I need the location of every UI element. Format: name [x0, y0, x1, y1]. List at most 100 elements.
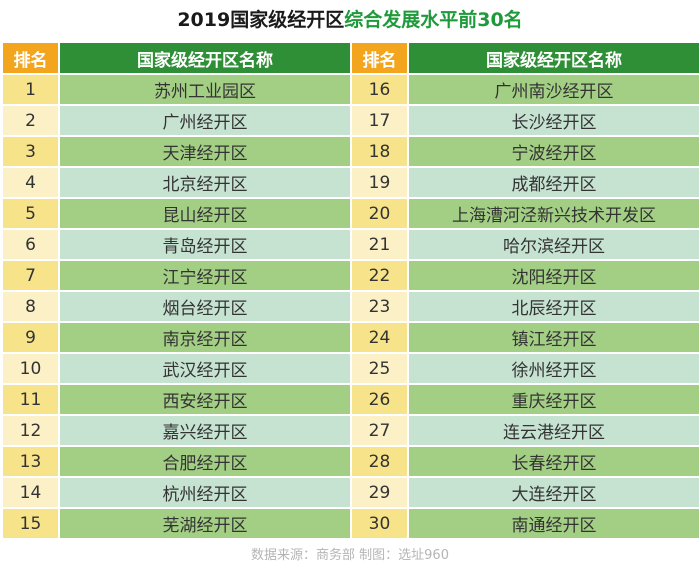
ranking-table-right: 排名 国家级经开区名称 16 广州南沙经开区 17 长沙经开区 18 宁波经开区 19 成都经…	[352, 43, 699, 540]
name-column-header: 国家级经开区名称	[60, 43, 350, 73]
rank-cell: 16	[352, 75, 407, 104]
rank-cell: 5	[3, 199, 58, 228]
zone-name-cell: 北辰经开区	[409, 292, 699, 321]
name-column-header: 国家级经开区名称	[409, 43, 699, 73]
zone-name-cell: 芜湖经开区	[60, 509, 350, 538]
zone-name-cell: 广州南沙经开区	[409, 75, 699, 104]
rank-cell: 22	[352, 261, 407, 290]
rank-cell: 23	[352, 292, 407, 321]
rank-cell: 9	[3, 323, 58, 352]
zone-name-cell: 嘉兴经开区	[60, 416, 350, 445]
table-row: 2 广州经开区	[3, 106, 350, 135]
table-row: 4 北京经开区	[3, 168, 350, 197]
rank-cell: 10	[3, 354, 58, 383]
zone-name-cell: 南通经开区	[409, 509, 699, 538]
rank-cell: 24	[352, 323, 407, 352]
table-row: 5 昆山经开区	[3, 199, 350, 228]
rank-cell: 20	[352, 199, 407, 228]
table-row: 25 徐州经开区	[352, 354, 699, 383]
zone-name-cell: 天津经开区	[60, 137, 350, 166]
rank-column-header: 排名	[3, 43, 58, 73]
table-row: 17 长沙经开区	[352, 106, 699, 135]
title-part-2: 综合发展水平前30名	[344, 9, 523, 31]
zone-name-cell: 上海漕河泾新兴技术开发区	[409, 199, 699, 228]
table-row: 27 连云港经开区	[352, 416, 699, 445]
title-part-1: 2019国家级经开区	[177, 9, 345, 31]
table-row: 24 镇江经开区	[352, 323, 699, 352]
rank-cell: 13	[3, 447, 58, 476]
table-row: 28 长春经开区	[352, 447, 699, 476]
rank-cell: 17	[352, 106, 407, 135]
rank-cell: 21	[352, 230, 407, 259]
table-row: 1 苏州工业园区	[3, 75, 350, 104]
table-row: 18 宁波经开区	[352, 137, 699, 166]
zone-name-cell: 沈阳经开区	[409, 261, 699, 290]
zone-name-cell: 杭州经开区	[60, 478, 350, 507]
rank-cell: 3	[3, 137, 58, 166]
table-row: 19 成都经开区	[352, 168, 699, 197]
rank-cell: 15	[3, 509, 58, 538]
table-row: 7 江宁经开区	[3, 261, 350, 290]
zone-name-cell: 哈尔滨经开区	[409, 230, 699, 259]
table-row: 30 南通经开区	[352, 509, 699, 538]
rank-cell: 1	[3, 75, 58, 104]
rank-cell: 25	[352, 354, 407, 383]
zone-name-cell: 成都经开区	[409, 168, 699, 197]
rank-cell: 27	[352, 416, 407, 445]
source-note: 数据来源：商务部 制图：选址960	[251, 548, 449, 563]
rank-column-header: 排名	[352, 43, 407, 73]
table-body: 16 广州南沙经开区 17 长沙经开区 18 宁波经开区 19 成都经开区 20 上海漕河泾新兴技…	[352, 75, 699, 538]
ranking-table-left: 排名 国家级经开区名称 1 苏州工业园区 2 广州经开区 3 天津经开区 4 北京经开区 5 昆山…	[3, 43, 350, 540]
zone-name-cell: 长沙经开区	[409, 106, 699, 135]
rank-cell: 2	[3, 106, 58, 135]
table-row: 29 大连经开区	[352, 478, 699, 507]
table-row: 10 武汉经开区	[3, 354, 350, 383]
zone-name-cell: 连云港经开区	[409, 416, 699, 445]
table-row: 14 杭州经开区	[3, 478, 350, 507]
zone-name-cell: 重庆经开区	[409, 385, 699, 414]
table-row: 3 天津经开区	[3, 137, 350, 166]
table-row: 8 烟台经开区	[3, 292, 350, 321]
table-row: 22 沈阳经开区	[352, 261, 699, 290]
zone-name-cell: 江宁经开区	[60, 261, 350, 290]
zone-name-cell: 北京经开区	[60, 168, 350, 197]
rank-cell: 19	[352, 168, 407, 197]
rank-cell: 28	[352, 447, 407, 476]
zone-name-cell: 镇江经开区	[409, 323, 699, 352]
table-row: 15 芜湖经开区	[3, 509, 350, 538]
zone-name-cell: 大连经开区	[409, 478, 699, 507]
rank-cell: 29	[352, 478, 407, 507]
zone-name-cell: 长春经开区	[409, 447, 699, 476]
rank-cell: 11	[3, 385, 58, 414]
zone-name-cell: 徐州经开区	[409, 354, 699, 383]
rank-cell: 7	[3, 261, 58, 290]
table-row: 21 哈尔滨经开区	[352, 230, 699, 259]
table-body: 1 苏州工业园区 2 广州经开区 3 天津经开区 4 北京经开区 5 昆山经开区 6 青岛经开区 7 江宁…	[3, 75, 350, 538]
zone-name-cell: 广州经开区	[60, 106, 350, 135]
zone-name-cell: 昆山经开区	[60, 199, 350, 228]
rank-cell: 4	[3, 168, 58, 197]
table-header: 排名 国家级经开区名称	[3, 43, 350, 73]
zone-name-cell: 青岛经开区	[60, 230, 350, 259]
zone-name-cell: 合肥经开区	[60, 447, 350, 476]
table-row: 20 上海漕河泾新兴技术开发区	[352, 199, 699, 228]
rank-cell: 30	[352, 509, 407, 538]
table-row: 12 嘉兴经开区	[3, 416, 350, 445]
zone-name-cell: 武汉经开区	[60, 354, 350, 383]
table-row: 6 青岛经开区	[3, 230, 350, 259]
rank-cell: 18	[352, 137, 407, 166]
rank-cell: 6	[3, 230, 58, 259]
zone-name-cell: 宁波经开区	[409, 137, 699, 166]
table-row: 9 南京经开区	[3, 323, 350, 352]
table-row: 13 合肥经开区	[3, 447, 350, 476]
page-title: 2019国家级经开区综合发展水平前30名	[0, 0, 700, 40]
rank-cell: 26	[352, 385, 407, 414]
zone-name-cell: 苏州工业园区	[60, 75, 350, 104]
table-row: 23 北辰经开区	[352, 292, 699, 321]
table-row: 26 重庆经开区	[352, 385, 699, 414]
table-row: 16 广州南沙经开区	[352, 75, 699, 104]
table-row: 11 西安经开区	[3, 385, 350, 414]
zone-name-cell: 烟台经开区	[60, 292, 350, 321]
rank-cell: 12	[3, 416, 58, 445]
rank-cell: 14	[3, 478, 58, 507]
